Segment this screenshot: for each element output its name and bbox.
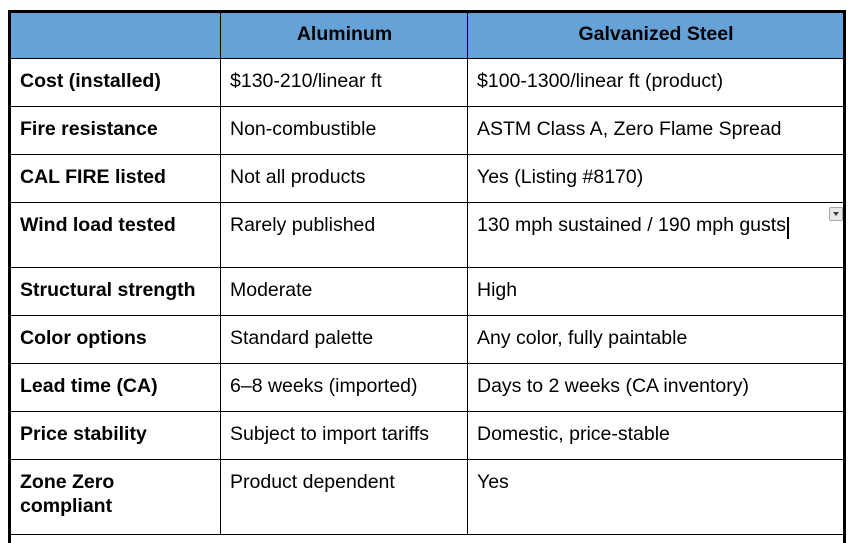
table-row: Price stability Subject to import tariffs… — [11, 411, 843, 459]
table-header-row: Aluminum Galvanized Steel — [11, 13, 843, 58]
steel-value-cell[interactable]: Yes — [467, 460, 843, 534]
aluminum-value-cell[interactable]: Standard palette — [220, 316, 467, 363]
row-label-cell[interactable]: Wind load tested — [20, 214, 176, 236]
steel-value-cell[interactable]: Domestic, price-stable — [467, 412, 843, 459]
steel-value-cell[interactable]: High — [467, 268, 843, 315]
row-label-cell[interactable]: Lead time (CA) — [20, 375, 158, 397]
table-row: Zone Zero compliant Product dependent Yes — [11, 459, 843, 534]
steel-value-text: Any color, fully paintable — [477, 327, 688, 349]
row-label-cell[interactable]: Structural strength — [20, 279, 196, 301]
steel-value-cell[interactable]: Yes (Listing #8170) — [467, 155, 843, 202]
steel-value-text: Yes (Listing #8170) — [477, 166, 644, 188]
steel-value-cell[interactable]: $100-1300/linear ft (product) — [467, 59, 843, 106]
cell-dropdown-button[interactable] — [829, 207, 843, 221]
steel-value-text: 130 mph sustained / 190 mph gusts — [477, 214, 786, 236]
row-label-cell[interactable]: CAL FIRE listed — [20, 166, 166, 188]
header-cell-aluminum[interactable]: Aluminum — [220, 13, 467, 58]
table-row: Lead time (CA) 6–8 weeks (imported) Days t… — [11, 363, 843, 411]
table-row: Color options Standard palette Any color, … — [11, 315, 843, 363]
steel-value-text: High — [477, 279, 518, 301]
steel-value-cell[interactable]: Days to 2 weeks (CA inventory) — [467, 364, 843, 411]
aluminum-value-cell[interactable]: Subject to import tariffs — [220, 412, 467, 459]
aluminum-value-cell[interactable]: Moderate — [220, 268, 467, 315]
row-label-cell[interactable]: Zone Zero compliant — [20, 471, 115, 517]
table-row: Fire resistance Non-combustible ASTM Class… — [11, 106, 843, 154]
table-body: Cost (installed) $130-210/linear ft $100-1… — [11, 58, 843, 534]
steel-value-cell[interactable]: ASTM Class A, Zero Flame Spread — [467, 107, 843, 154]
aluminum-value-cell[interactable]: Rarely published — [220, 203, 467, 267]
steel-value-text: $100-1300/linear ft (product) — [477, 70, 724, 92]
aluminum-value-cell[interactable]: 6–8 weeks (imported) — [220, 364, 467, 411]
table-row-cutoff — [11, 534, 843, 543]
chevron-down-icon — [833, 212, 839, 216]
steel-value-text: Yes — [477, 471, 509, 493]
aluminum-value-cell[interactable]: Non-combustible — [220, 107, 467, 154]
steel-value-text: Days to 2 weeks (CA inventory) — [477, 375, 750, 397]
row-label-cell[interactable]: Cost (installed) — [20, 70, 161, 92]
header-cell-empty[interactable] — [11, 13, 220, 58]
aluminum-value-cell[interactable]: Not all products — [220, 155, 467, 202]
table-row: CAL FIRE listed Not all products Yes (List… — [11, 154, 843, 202]
steel-value-text: ASTM Class A, Zero Flame Spread — [477, 118, 782, 140]
table-row: Structural strength Moderate High — [11, 267, 843, 315]
row-label-cell[interactable]: Fire resistance — [20, 118, 158, 140]
header-cell-galvanized-steel[interactable]: Galvanized Steel — [467, 13, 843, 58]
aluminum-value-cell[interactable]: Product dependent — [220, 460, 467, 534]
row-label-cell[interactable]: Color options — [20, 327, 147, 349]
steel-value-cell[interactable]: Any color, fully paintable — [467, 316, 843, 363]
comparison-table: Aluminum Galvanized Steel Cost (installe… — [8, 10, 846, 543]
table-row: Wind load tested Rarely published 130 mph … — [11, 202, 843, 267]
text-cursor — [786, 217, 789, 239]
steel-value-cell[interactable]: 130 mph sustained / 190 mph gusts — [467, 203, 843, 267]
aluminum-value-cell[interactable]: $130-210/linear ft — [220, 59, 467, 106]
steel-value-text: Domestic, price-stable — [477, 423, 670, 445]
row-label-cell[interactable]: Price stability — [20, 423, 147, 445]
table-row: Cost (installed) $130-210/linear ft $100-1… — [11, 58, 843, 106]
